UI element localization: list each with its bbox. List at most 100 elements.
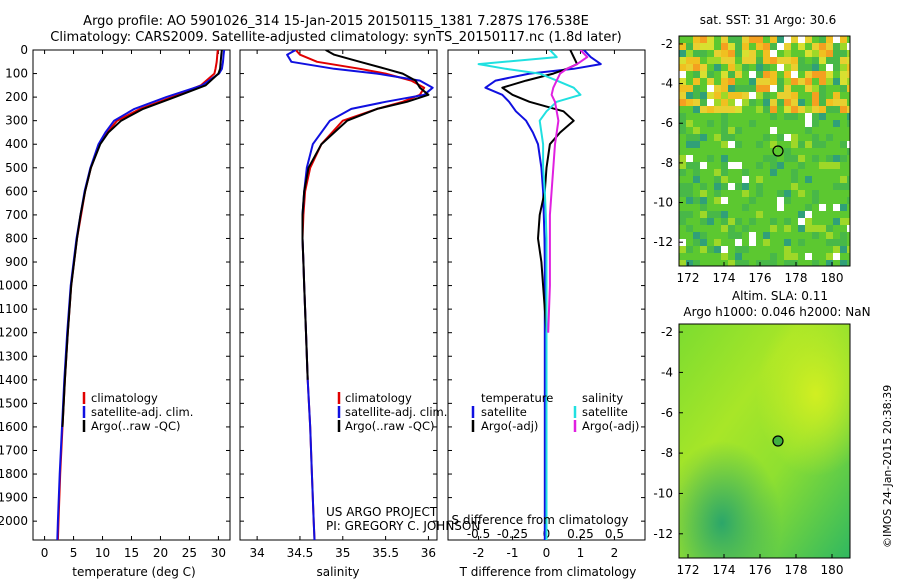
sst-cell [826, 57, 833, 64]
sst-cell [756, 246, 763, 253]
sst-cell [784, 141, 791, 148]
sst-cell [686, 92, 693, 99]
sst-cell [756, 57, 763, 64]
sst-cell [791, 155, 798, 162]
sst-cell [784, 260, 791, 266]
sst-cell [763, 134, 770, 141]
sst-cell [819, 197, 826, 204]
sst-cell [721, 155, 728, 162]
sst-cell [756, 43, 763, 50]
sst-cell [707, 246, 714, 253]
sst-cell [777, 239, 784, 246]
sst-cell [742, 85, 749, 92]
sst-cell [742, 155, 749, 162]
sst-cell [679, 218, 686, 225]
sst-cell [847, 253, 850, 260]
sst-cell [735, 183, 742, 190]
sst-cell [812, 218, 819, 225]
sst-cell [791, 36, 798, 43]
sst-cell [833, 43, 840, 50]
sst-cell [826, 162, 833, 169]
sst-cell [721, 64, 728, 71]
map-y-tick-label: -6 [661, 406, 673, 420]
sst-cell [714, 183, 721, 190]
sst-cell [686, 99, 693, 106]
sst-cell [721, 246, 728, 253]
sst-cell [798, 50, 805, 57]
sst-cell [749, 225, 756, 232]
sst-cell [840, 78, 847, 85]
sst-cell [763, 64, 770, 71]
sst-cell [784, 162, 791, 169]
sst-cell [679, 43, 686, 50]
map-y-tick-label: -10 [653, 486, 673, 500]
sst-cell [742, 183, 749, 190]
sst-cell [798, 239, 805, 246]
sst-cell [805, 85, 812, 92]
sst-cell [700, 127, 707, 134]
sst-cell [707, 253, 714, 260]
sst-cell [847, 225, 850, 232]
sst-cell [777, 218, 784, 225]
sst-cell [749, 232, 756, 239]
map-y-tick-label: -8 [661, 156, 673, 170]
sst-cell [735, 113, 742, 120]
x-tick-label: 20 [153, 546, 168, 560]
sst-cell [742, 141, 749, 148]
sst-cell [693, 127, 700, 134]
sst-cell [756, 225, 763, 232]
sst-cell [798, 134, 805, 141]
x-tick-label: 34.5 [287, 546, 314, 560]
sst-cell [791, 260, 798, 266]
sst-cell [784, 239, 791, 246]
sst-cell [784, 176, 791, 183]
sst-cell [770, 211, 777, 218]
legend-label-s-argo: Argo(-adj) [582, 419, 639, 433]
sst-cell [777, 190, 784, 197]
sst-cell [693, 232, 700, 239]
sst-cell [770, 190, 777, 197]
sst-cell [770, 43, 777, 50]
sst-cell [840, 113, 847, 120]
sst-cell [728, 127, 735, 134]
sst-cell [728, 92, 735, 99]
sst-cell [686, 43, 693, 50]
sst-cell [791, 162, 798, 169]
sst-cell [721, 211, 728, 218]
sst-cell [791, 190, 798, 197]
sst-cell [770, 155, 777, 162]
sst-cell [777, 211, 784, 218]
sst-cell [770, 36, 777, 43]
sst-cell [700, 225, 707, 232]
sst-cell [735, 190, 742, 197]
sst-cell [770, 50, 777, 57]
sst-cell [840, 232, 847, 239]
sst-cell [728, 169, 735, 176]
legend-label-satellite: satellite-adj. clim. [345, 405, 447, 419]
sst-cell [833, 106, 840, 113]
sst-cell [763, 190, 770, 197]
sst-cell [812, 92, 819, 99]
sst-cell [833, 169, 840, 176]
sst-cell [777, 162, 784, 169]
sst-heatmap-cells [679, 36, 850, 266]
sst-cell [714, 253, 721, 260]
sst-cell [777, 197, 784, 204]
sst-cell [693, 253, 700, 260]
sst-cell [805, 141, 812, 148]
sst-cell [728, 57, 735, 64]
x-tick-label-s: -0.25 [497, 527, 528, 541]
sst-cell [763, 57, 770, 64]
sst-cell [686, 232, 693, 239]
sst-cell [742, 246, 749, 253]
sst-cell [686, 71, 693, 78]
sst-cell [819, 78, 826, 85]
sst-cell [721, 71, 728, 78]
sst-cell [749, 64, 756, 71]
sst-cell [777, 113, 784, 120]
legend-label-argo: Argo(..raw -QC) [91, 419, 181, 433]
sst-cell [833, 232, 840, 239]
sst-cell [784, 50, 791, 57]
sst-cell [700, 134, 707, 141]
sst-cell [826, 253, 833, 260]
